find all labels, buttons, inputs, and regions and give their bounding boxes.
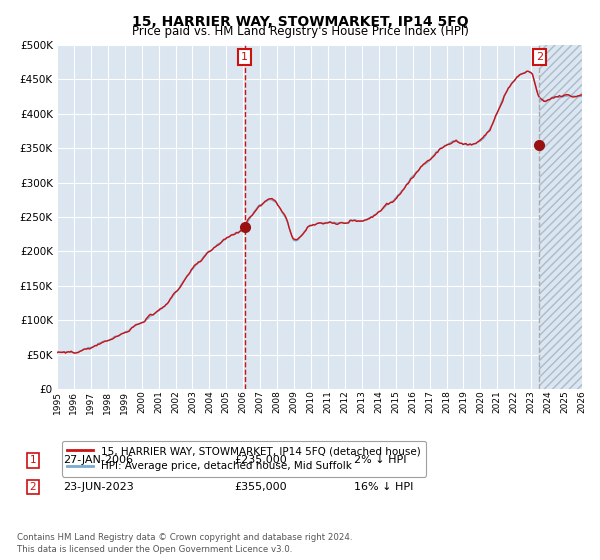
- Text: Contains HM Land Registry data © Crown copyright and database right 2024.
This d: Contains HM Land Registry data © Crown c…: [17, 533, 352, 554]
- Text: 16% ↓ HPI: 16% ↓ HPI: [354, 482, 413, 492]
- Legend: 15, HARRIER WAY, STOWMARKET, IP14 5FQ (detached house), HPI: Average price, deta: 15, HARRIER WAY, STOWMARKET, IP14 5FQ (d…: [62, 441, 426, 477]
- Text: Price paid vs. HM Land Registry's House Price Index (HPI): Price paid vs. HM Land Registry's House …: [131, 25, 469, 38]
- Text: 23-JUN-2023: 23-JUN-2023: [63, 482, 134, 492]
- Text: 1: 1: [241, 52, 248, 62]
- Text: £355,000: £355,000: [234, 482, 287, 492]
- Text: £235,000: £235,000: [234, 455, 287, 465]
- Bar: [539, 45, 582, 389]
- Text: 2% ↓ HPI: 2% ↓ HPI: [354, 455, 407, 465]
- Text: 2: 2: [29, 482, 37, 492]
- Text: 2: 2: [536, 52, 543, 62]
- Text: 27-JAN-2006: 27-JAN-2006: [63, 455, 133, 465]
- Text: 15, HARRIER WAY, STOWMARKET, IP14 5FQ: 15, HARRIER WAY, STOWMARKET, IP14 5FQ: [131, 15, 469, 29]
- Text: 1: 1: [29, 455, 37, 465]
